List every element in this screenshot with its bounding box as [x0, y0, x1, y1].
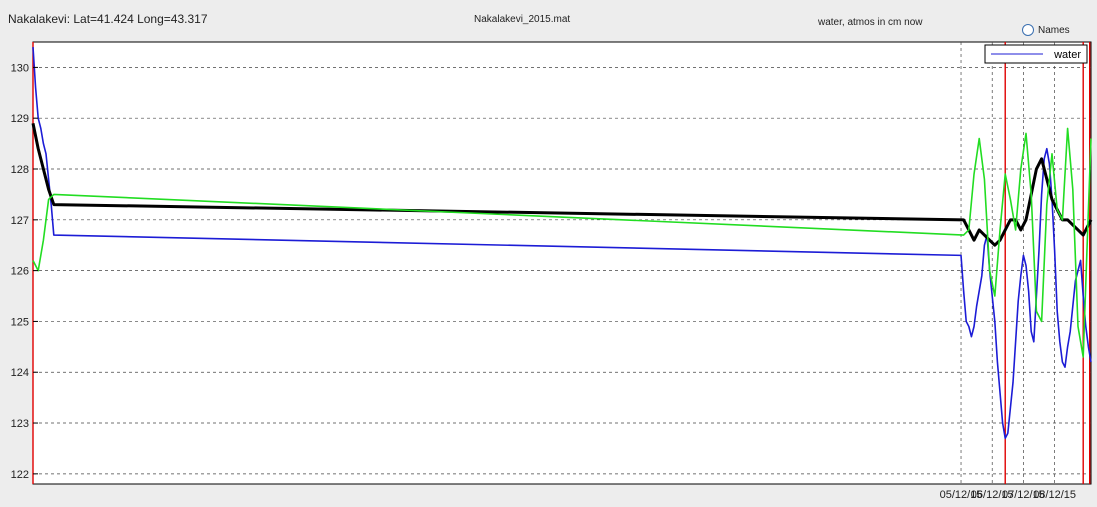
x-tick-label: 07/12/15 — [1002, 489, 1045, 501]
plot-area — [32, 41, 1092, 485]
names-label: Names — [1038, 24, 1070, 36]
units-note: water, atmos in cm now — [818, 17, 923, 28]
series-line — [31, 122, 1093, 247]
names-radio-option[interactable]: Names — [1022, 24, 1070, 36]
grid-lines — [33, 42, 1091, 484]
y-tick-label: 129 — [11, 113, 29, 125]
y-tick-label: 130 — [11, 62, 29, 74]
station-title: Nakalakevi: Lat=41.424 Long=43.317 — [8, 12, 208, 26]
series-lines — [31, 47, 1093, 440]
series-line-water — [32, 47, 1092, 440]
y-tick-label: 123 — [11, 418, 29, 430]
y-tick-label: 125 — [11, 316, 29, 328]
y-tick-label: 127 — [11, 215, 29, 227]
legend-label-water: water — [1053, 49, 1081, 61]
red-markers — [32, 42, 1091, 484]
y-tick-label: 128 — [11, 164, 29, 176]
file-name: Nakalakevi_2015.mat — [474, 14, 571, 25]
y-tick-label: 122 — [11, 469, 29, 481]
x-tick-label: 06/12/15 — [971, 489, 1014, 501]
y-axis: 122 123 124 125 126 127 128 129 130 — [11, 62, 38, 481]
x-tick-label: 08/12/15 — [1033, 489, 1076, 501]
x-tick-label: 05/12/15 — [940, 489, 983, 501]
radio-icon[interactable] — [1022, 24, 1034, 36]
legend: water — [984, 44, 1088, 64]
y-tick-label: 124 — [11, 367, 29, 379]
y-tick-label: 126 — [11, 266, 29, 278]
series-line — [32, 127, 1092, 358]
